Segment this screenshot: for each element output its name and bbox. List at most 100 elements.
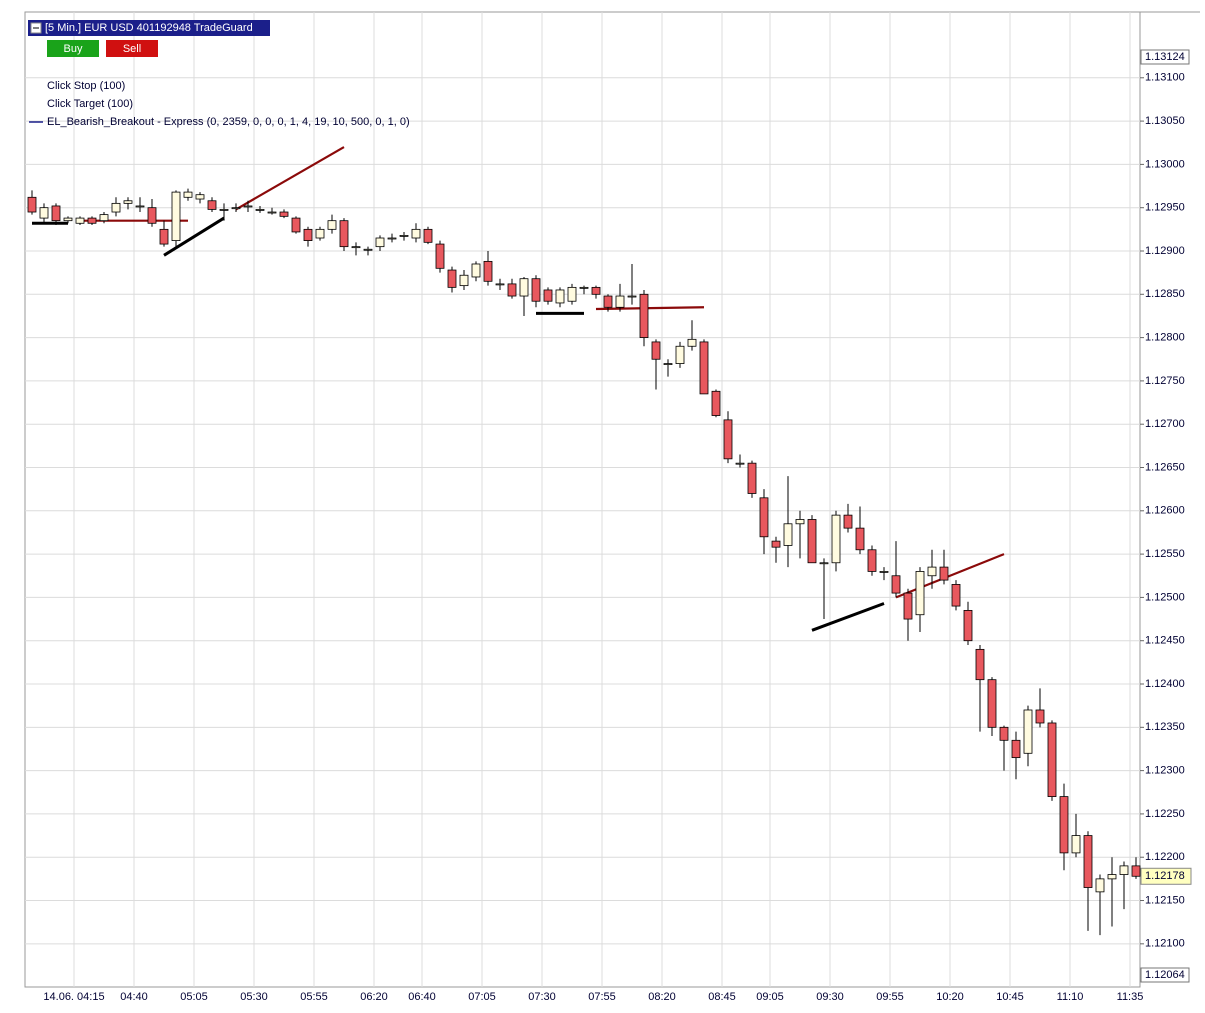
candle-body — [999, 726, 1009, 741]
window-title: [5 Min.] EUR USD 401192948 TradeGuard — [45, 22, 253, 34]
x-tick-label: 07:05 — [468, 991, 496, 1003]
candle-body — [315, 228, 325, 239]
candle-body — [507, 283, 517, 297]
candle-body — [471, 263, 481, 278]
candle-body — [135, 205, 145, 208]
candle-body — [447, 269, 457, 288]
candle-body — [111, 202, 121, 213]
candle-body — [1023, 709, 1033, 754]
candle-body — [939, 566, 949, 581]
y-tick-label: 1.13000 — [1145, 158, 1185, 170]
candle-body — [795, 519, 805, 525]
x-tick-label: 10:20 — [936, 991, 964, 1003]
candle-body — [1035, 709, 1045, 724]
candle-body — [255, 209, 265, 211]
candle-body — [663, 363, 673, 365]
y-tick-label: 1.12550 — [1145, 548, 1185, 560]
price-axis: 1.12100 1.12150 1.12200 1.12250 1.12300 1.123… — [43, 49, 1192, 1003]
candle-body — [903, 592, 913, 620]
buy-label[interactable]: Buy — [64, 43, 83, 55]
candle-body — [351, 246, 361, 249]
indicator-line — [163, 216, 225, 257]
candle-body — [963, 609, 973, 642]
x-tick-label: 09:30 — [816, 991, 844, 1003]
candle-body — [159, 228, 169, 245]
candle-body — [219, 209, 229, 211]
axis-limit-box — [1140, 967, 1190, 983]
candle-body — [651, 341, 661, 360]
x-tick-label: 05:05 — [180, 991, 208, 1003]
candle-body — [723, 419, 733, 460]
x-tick-label: 07:30 — [528, 991, 556, 1003]
axis-limit-label: 1.13124 — [1145, 51, 1185, 63]
candle-body — [39, 207, 49, 219]
x-tick-label: 14.06. 04:15 — [43, 991, 104, 1003]
last-price-box — [1140, 867, 1192, 885]
candle-body — [123, 200, 133, 204]
y-tick-label: 1.12800 — [1145, 332, 1185, 344]
candle-body — [759, 497, 769, 538]
candle-body — [51, 205, 61, 222]
candle-body — [267, 211, 277, 214]
y-tick-label: 1.12250 — [1145, 808, 1185, 820]
candle-body — [555, 289, 565, 304]
candle-body — [171, 191, 181, 241]
buy-button[interactable] — [47, 40, 99, 57]
candle-body — [675, 345, 685, 364]
x-tick-label: 10:45 — [996, 991, 1024, 1003]
candle-body — [1047, 722, 1057, 797]
sell-label[interactable]: Sell — [123, 43, 141, 55]
candle-body — [975, 648, 985, 681]
candle-body — [1131, 865, 1141, 877]
y-tick-label: 1.13100 — [1145, 72, 1185, 84]
candle-body — [63, 217, 73, 222]
x-tick-label: 11:35 — [1117, 991, 1144, 1003]
candle-body — [519, 278, 529, 297]
candle-body — [531, 278, 541, 302]
indicator-line — [811, 602, 885, 632]
candle-body — [243, 205, 253, 208]
indicator-line — [895, 553, 1005, 599]
candle-body — [99, 214, 109, 222]
candle-body — [1119, 865, 1129, 875]
plot-frame — [24, 11, 1141, 988]
candle-body — [783, 523, 793, 546]
x-tick-label: 08:45 — [708, 991, 736, 1003]
axis-limit-label: 1.12064 — [1145, 969, 1185, 981]
candle-body — [747, 462, 757, 494]
candle-body — [327, 220, 337, 230]
candle-body — [987, 679, 997, 728]
candle-body — [843, 514, 853, 529]
candle-body — [75, 217, 85, 224]
indicator-line — [235, 146, 345, 211]
title-bar — [28, 20, 270, 36]
y-tick-label: 1.12400 — [1145, 678, 1185, 690]
x-tick-label: 04:40 — [120, 991, 148, 1003]
candle-body — [399, 235, 409, 237]
candle-body — [699, 341, 709, 395]
candle-body — [27, 196, 37, 213]
candle-body — [435, 243, 445, 269]
candle-body — [855, 527, 865, 551]
candle-body — [615, 295, 625, 308]
y-tick-label: 1.12150 — [1145, 894, 1185, 906]
candle-body — [195, 194, 205, 200]
x-tick-label: 06:20 — [360, 991, 388, 1003]
candle-body — [711, 390, 721, 416]
sell-button[interactable] — [106, 40, 158, 57]
candle-body — [915, 571, 925, 616]
x-tick-label: 07:55 — [588, 991, 616, 1003]
axis-limit-box — [1140, 49, 1190, 65]
candle-body — [279, 211, 289, 217]
y-tick-label: 1.12650 — [1145, 461, 1185, 473]
candle-body — [411, 228, 421, 239]
candle-body — [627, 295, 637, 298]
y-tick-label: 1.12700 — [1145, 418, 1185, 430]
candle-body — [1071, 835, 1081, 854]
candle-body — [87, 217, 97, 224]
candle-body — [927, 566, 937, 577]
candle-body — [483, 260, 493, 282]
y-tick-label: 1.12100 — [1145, 938, 1185, 950]
y-tick-label: 1.12300 — [1145, 765, 1185, 777]
